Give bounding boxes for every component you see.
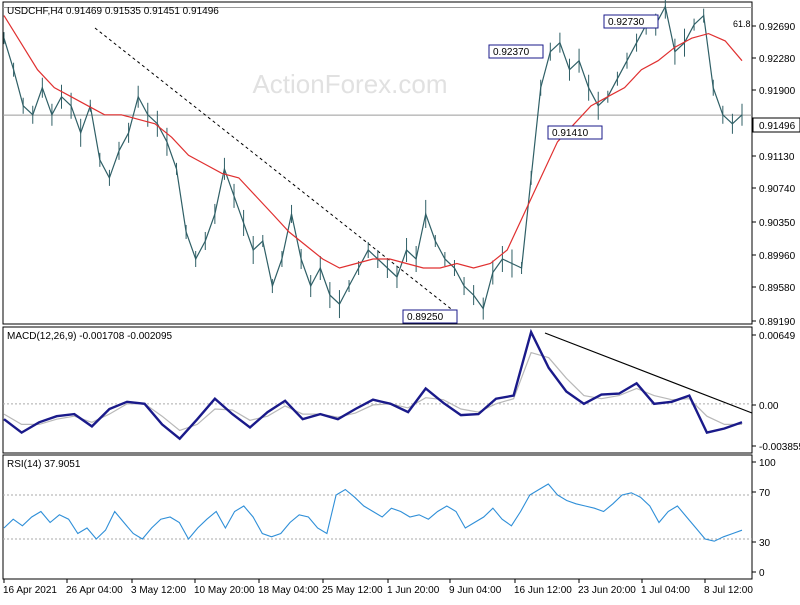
price-annotation-box: [547, 125, 603, 140]
x-tick-label: 9 Jun 04:00: [449, 585, 502, 596]
macd-y-tick-label: 0.00: [759, 401, 779, 412]
rsi-layer: [3, 483, 752, 542]
last-price-tag: [752, 117, 800, 133]
axis-layer: 0.92690 0.92280 0.91900 0.91130 0.90740 0.903…: [3, 22, 800, 596]
rsi-y-tick-label: 100: [759, 458, 776, 469]
price-layer: 0.92730 0.92370 0.91410 0.89250: [3, 0, 752, 324]
watermark: ActionForex.com: [252, 69, 447, 99]
price-y-tick-label: 0.89580: [759, 283, 796, 294]
price-y-tick-label: 0.89190: [759, 317, 796, 328]
price-trendline: [94, 27, 456, 313]
x-tick-label: 25 May 12:00: [322, 585, 383, 596]
rsi-y-tick-label: 0: [759, 568, 765, 579]
macd-panel-frame: [2, 326, 753, 454]
x-tick-label: 10 May 20:00: [194, 585, 255, 596]
price-y-tick-label: 0.89960: [759, 251, 796, 262]
x-tick-label: 16 Jun 12:00: [514, 585, 572, 596]
price-annotation-label: 0.89250: [407, 312, 444, 323]
moving-average-line: [3, 15, 743, 269]
macd-y-tick-label: -0.003855: [759, 442, 800, 453]
x-tick-label: 16 Apr 2021: [3, 585, 57, 596]
price-y-tick-label: 0.92690: [759, 22, 796, 33]
price-annotation-label: 0.91410: [552, 128, 589, 139]
price-annotation-label: 0.92730: [608, 17, 645, 28]
price-annotation-box: [488, 44, 544, 59]
price-panel-frame: [2, 1, 753, 325]
rsi-line: [3, 483, 743, 542]
x-tick-label: 1 Jun 20:00: [387, 585, 440, 596]
price-annotation-box: [402, 309, 458, 324]
price-annotation-box: [603, 14, 659, 29]
macd-trendline: [544, 332, 753, 414]
x-tick-label: 26 Apr 04:00: [66, 585, 123, 596]
rsi-title: RSI(14) 37.9051: [7, 459, 81, 470]
price-series-line: [3, 4, 743, 310]
x-tick-label: 18 May 04:00: [258, 585, 319, 596]
price-y-tick-label: 0.90740: [759, 184, 796, 195]
price-annotation-label: 0.92370: [493, 47, 530, 58]
price-title: USDCHF,H4 0.91469 0.91535 0.91451 0.9149…: [7, 6, 219, 17]
x-tick-label: 8 Jul 12:00: [704, 585, 753, 596]
price-y-tick-label: 0.92280: [759, 54, 796, 65]
rsi-panel-frame: [2, 454, 753, 580]
fib-label: 61.8: [733, 19, 751, 29]
rsi-y-tick-label: 30: [759, 538, 771, 549]
price-y-tick-label: 0.91900: [759, 86, 796, 97]
last-price-text: 0.91496: [759, 121, 796, 132]
x-tick-label: 3 May 12:00: [131, 585, 186, 596]
macd-layer: [3, 328, 753, 441]
price-y-tick-label: 0.91130: [759, 152, 795, 163]
macd-title: MACD(12,26,9) -0.001708 -0.002095: [7, 331, 173, 342]
macd-line: [3, 328, 743, 441]
price-y-tick-label: 0.90350: [759, 218, 796, 229]
rsi-y-tick-label: 70: [759, 488, 771, 499]
macd-y-tick-label: 0.00649: [759, 331, 796, 342]
macd-signal-line: [3, 351, 742, 432]
x-tick-label: 1 Jul 04:00: [641, 585, 690, 596]
x-tick-label: 23 Jun 20:00: [578, 585, 636, 596]
